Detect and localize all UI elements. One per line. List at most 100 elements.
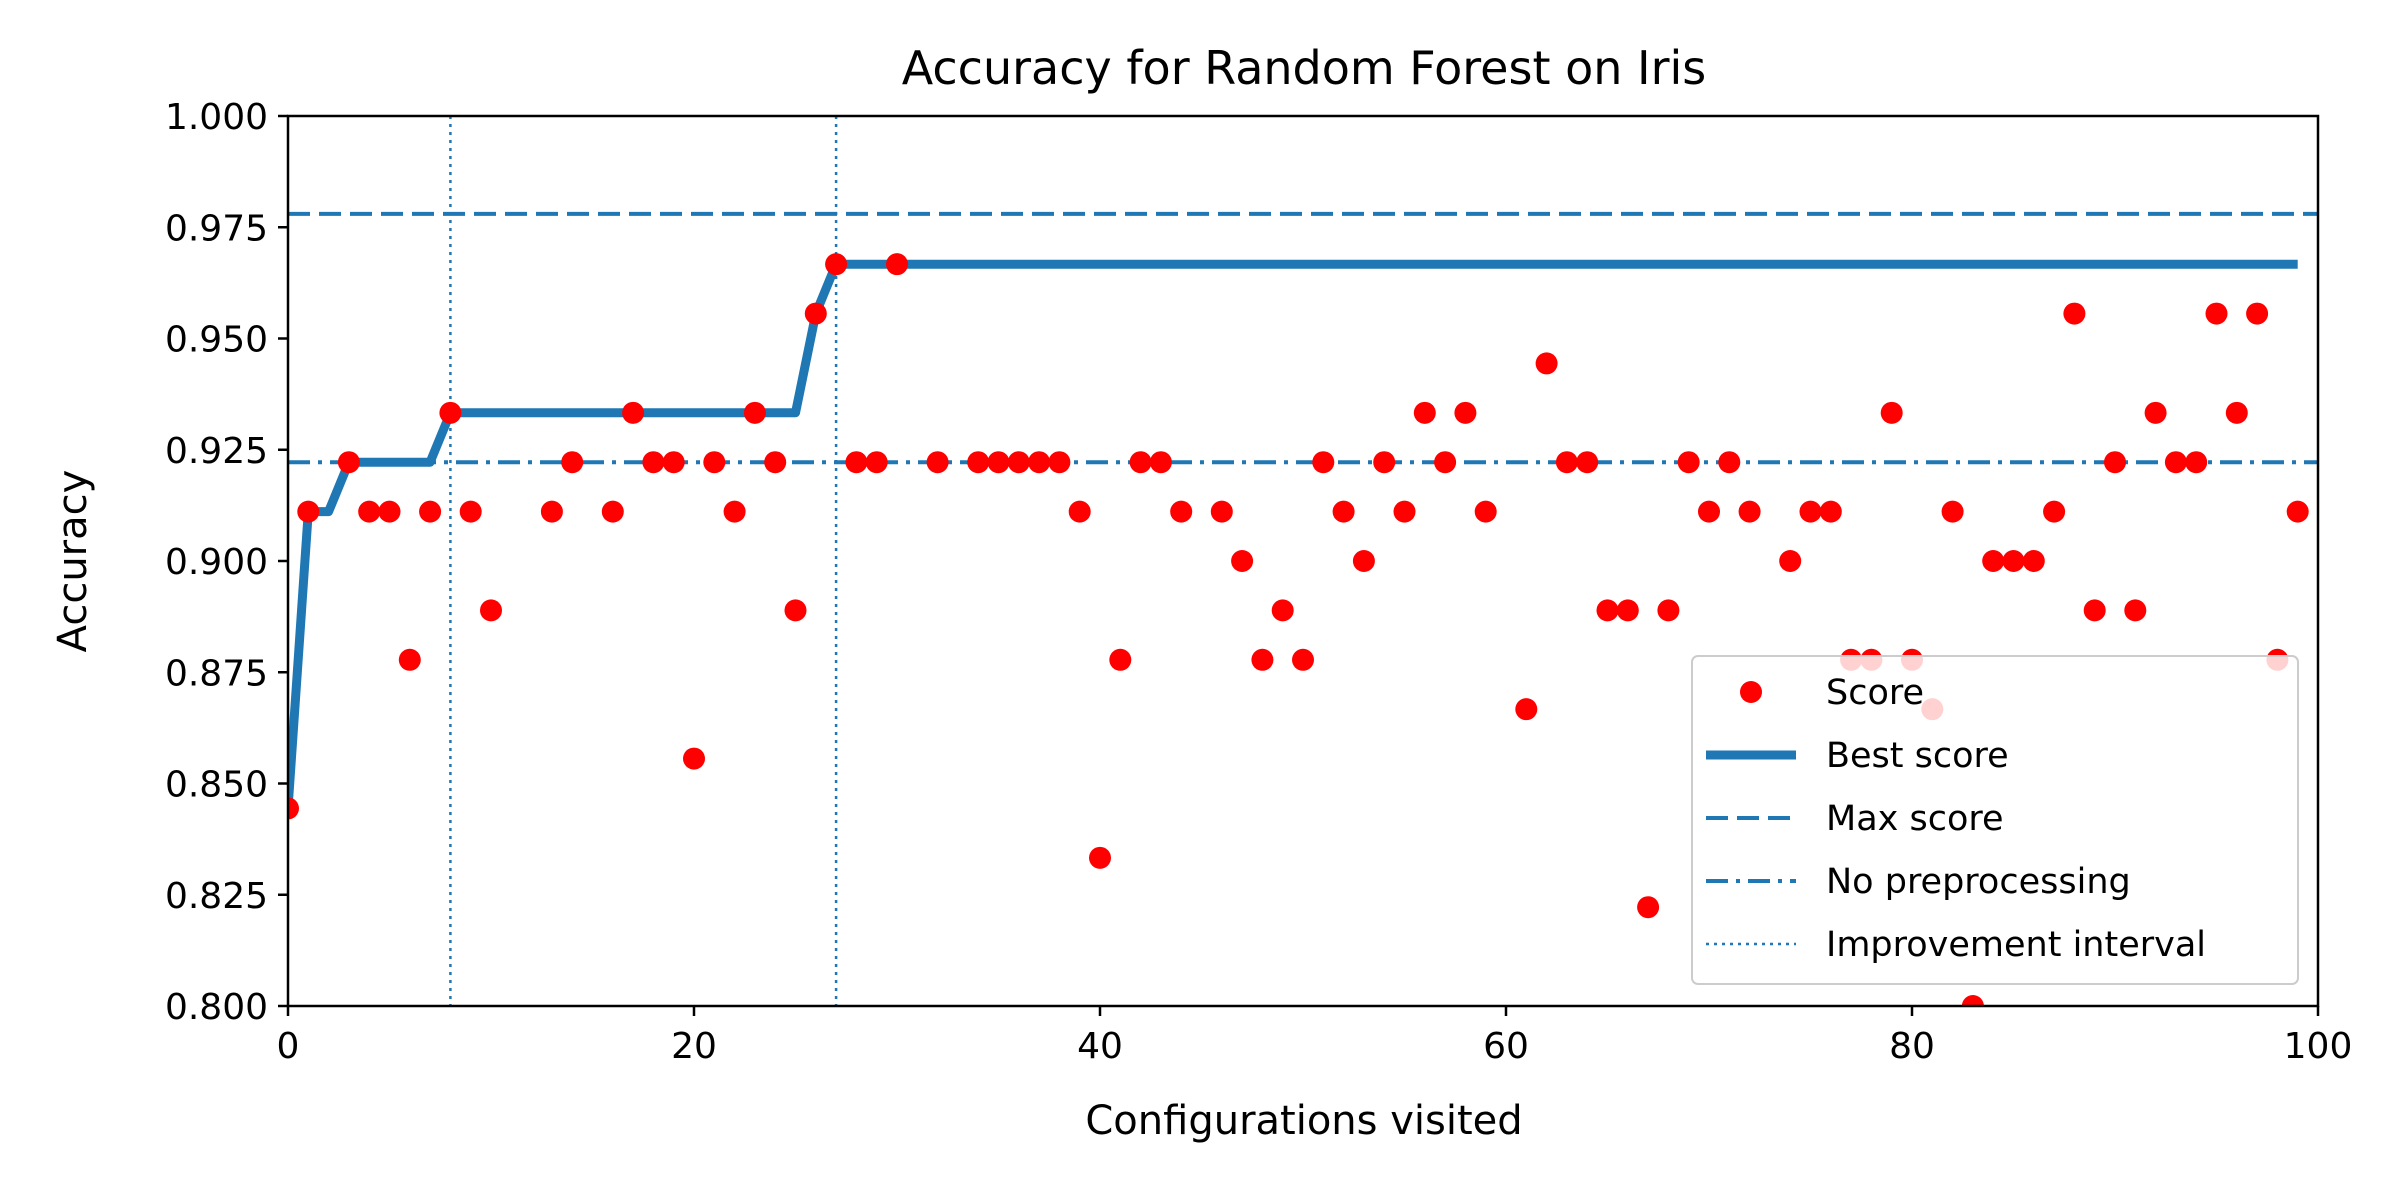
score-point bbox=[784, 599, 807, 622]
y-tick-label: 0.800 bbox=[165, 987, 268, 1028]
x-tick-label: 60 bbox=[1483, 1026, 1529, 1067]
score-point bbox=[1515, 698, 1538, 721]
score-point bbox=[1779, 550, 1802, 572]
score-point bbox=[987, 451, 1010, 474]
legend-label-improvement-interval: Improvement interval bbox=[1826, 925, 2206, 965]
score-point bbox=[1251, 648, 1274, 671]
score-point bbox=[1292, 648, 1314, 671]
score-point bbox=[297, 500, 320, 523]
score-point bbox=[1109, 648, 1132, 671]
score-point bbox=[1596, 599, 1619, 622]
score-point bbox=[1352, 550, 1375, 572]
score-point bbox=[723, 500, 746, 523]
score-point bbox=[2286, 500, 2309, 523]
score-point bbox=[1048, 451, 1071, 474]
score-point bbox=[2164, 451, 2187, 474]
score-point bbox=[967, 451, 990, 474]
legend-label-score: Score bbox=[1826, 673, 1924, 713]
score-point bbox=[1637, 896, 1660, 919]
score-point bbox=[926, 451, 949, 474]
score-point bbox=[288, 797, 299, 820]
score-point bbox=[1474, 500, 1497, 523]
score-point bbox=[378, 500, 401, 523]
y-tick-label: 0.950 bbox=[165, 320, 268, 361]
y-tick-label: 0.875 bbox=[165, 653, 268, 694]
score-point bbox=[1941, 500, 1964, 523]
y-tick-label: 0.975 bbox=[165, 208, 268, 249]
score-point bbox=[2043, 500, 2066, 523]
score-point bbox=[1799, 500, 1822, 523]
score-point bbox=[683, 747, 705, 770]
score-point bbox=[1393, 500, 1416, 523]
score-point bbox=[1089, 846, 1111, 869]
x-axis-label: Configurations visited bbox=[1085, 1098, 1522, 1144]
score-point bbox=[1677, 451, 1700, 474]
score-point bbox=[1880, 401, 1903, 424]
score-point bbox=[1007, 451, 1030, 474]
y-axis-label: Accuracy bbox=[50, 470, 96, 653]
score-point bbox=[703, 451, 726, 474]
score-point bbox=[1982, 550, 2005, 572]
score-point bbox=[1413, 401, 1436, 424]
score-point bbox=[1698, 500, 1720, 523]
x-tick-label: 20 bbox=[671, 1026, 717, 1067]
score-point bbox=[1149, 451, 1172, 474]
y-tick-label: 0.925 bbox=[165, 431, 268, 472]
score-point bbox=[1616, 599, 1639, 622]
legend-score-marker bbox=[1740, 681, 1762, 703]
score-point bbox=[1129, 451, 1152, 474]
score-point bbox=[601, 500, 624, 523]
score-point bbox=[2083, 599, 2106, 622]
score-point bbox=[1231, 550, 1254, 572]
score-point bbox=[1819, 500, 1842, 523]
score-point bbox=[886, 253, 908, 276]
score-point bbox=[1332, 500, 1355, 523]
score-point bbox=[1576, 451, 1599, 474]
score-point bbox=[2104, 451, 2126, 474]
score-point bbox=[2185, 451, 2208, 474]
score-point bbox=[743, 401, 766, 424]
score-point bbox=[1961, 995, 1984, 1006]
x-tick-label: 80 bbox=[1889, 1026, 1935, 1067]
legend-box bbox=[1691, 655, 2299, 985]
score-point bbox=[642, 451, 665, 474]
score-point bbox=[1210, 500, 1233, 523]
y-tick-label: 1.000 bbox=[165, 97, 268, 138]
score-point bbox=[845, 451, 868, 474]
score-point bbox=[2022, 550, 2045, 572]
score-point bbox=[2124, 599, 2147, 622]
legend-label-best-score: Best score bbox=[1826, 736, 2009, 776]
score-point bbox=[337, 451, 360, 474]
legend-label-max-score: Max score bbox=[1826, 799, 2004, 839]
score-point bbox=[358, 500, 381, 523]
score-point bbox=[1535, 352, 1558, 375]
score-point bbox=[764, 451, 787, 474]
score-point bbox=[1657, 599, 1680, 622]
score-point bbox=[1271, 599, 1294, 622]
score-point bbox=[2225, 401, 2248, 424]
score-point bbox=[1028, 451, 1051, 474]
score-point bbox=[662, 451, 685, 474]
score-point bbox=[398, 648, 421, 671]
score-point bbox=[2063, 302, 2086, 325]
score-point bbox=[459, 500, 482, 523]
legend-label-no-preprocessing: No preprocessing bbox=[1826, 862, 2131, 902]
score-point bbox=[1555, 451, 1578, 474]
score-point bbox=[1312, 451, 1335, 474]
score-point bbox=[2002, 550, 2025, 572]
legend: Score Best score Max score No preprocessing… bbox=[1691, 655, 2299, 985]
y-tick-label: 0.850 bbox=[165, 765, 268, 806]
score-point bbox=[2246, 302, 2269, 325]
score-point bbox=[1170, 500, 1193, 523]
y-tick-label: 0.825 bbox=[165, 876, 268, 917]
score-point bbox=[1718, 451, 1741, 474]
score-point bbox=[825, 253, 848, 276]
score-point bbox=[1738, 500, 1761, 523]
score-point bbox=[1454, 401, 1477, 424]
score-point bbox=[480, 599, 502, 622]
score-point bbox=[1068, 500, 1091, 523]
score-point bbox=[865, 451, 888, 474]
score-point bbox=[540, 500, 563, 523]
x-tick-label: 0 bbox=[277, 1026, 300, 1067]
